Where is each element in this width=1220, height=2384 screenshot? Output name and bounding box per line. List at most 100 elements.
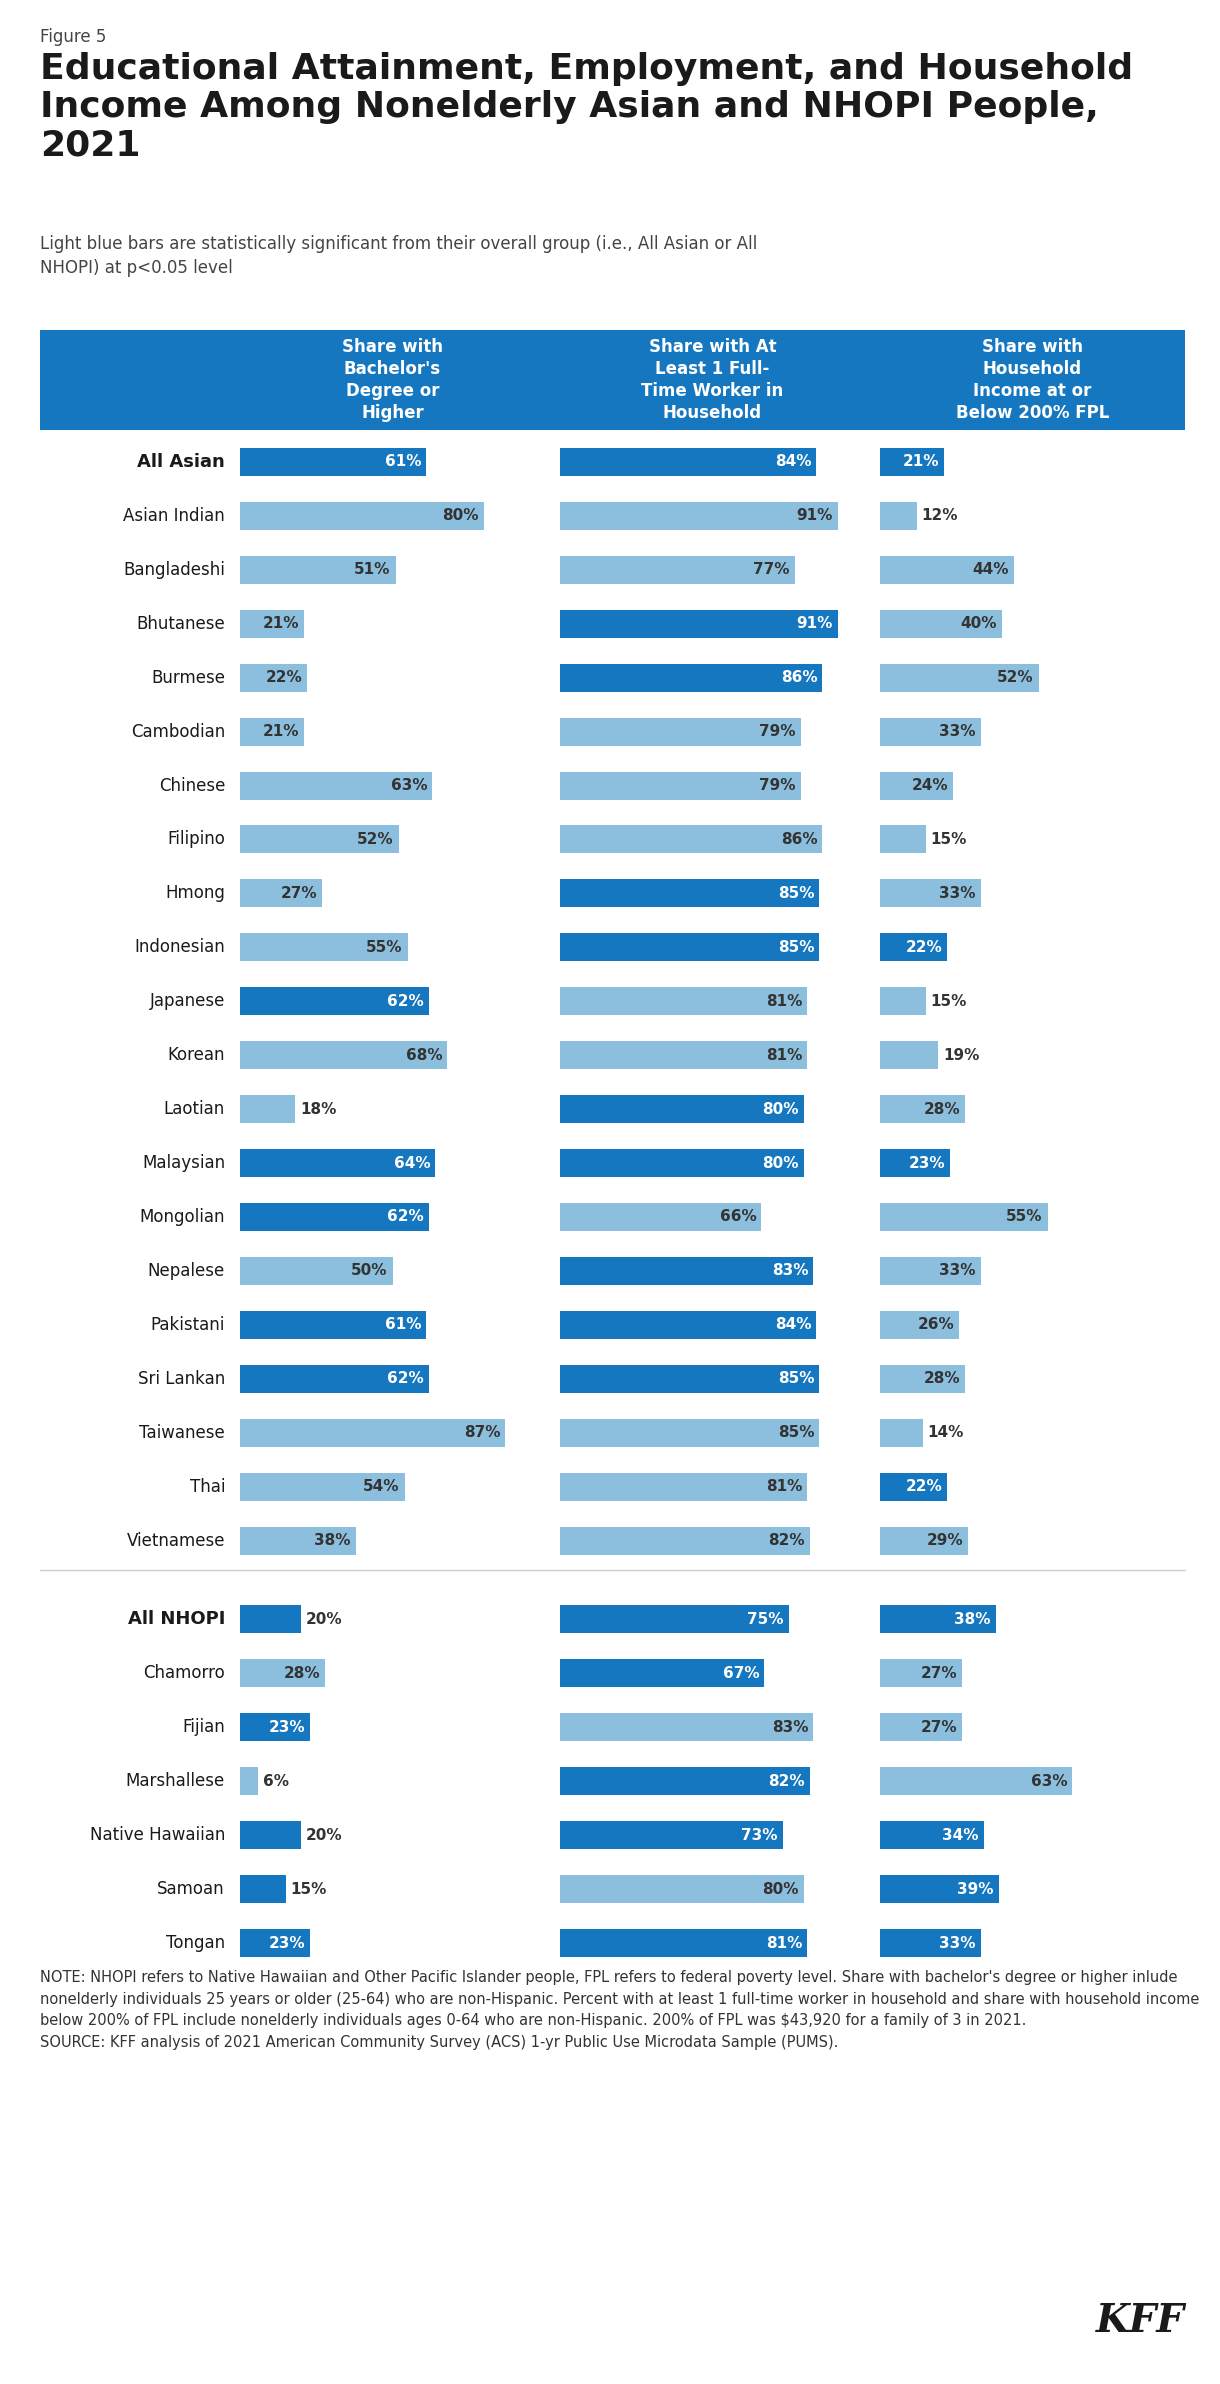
Text: 23%: 23%	[268, 1936, 305, 1950]
Bar	[560, 718, 802, 746]
Bar	[880, 1821, 983, 1850]
Bar	[880, 503, 916, 529]
Text: 84%: 84%	[775, 1318, 811, 1333]
Bar	[240, 825, 399, 853]
Text: 52%: 52%	[357, 832, 394, 846]
Bar	[560, 503, 838, 529]
Text: 80%: 80%	[762, 1101, 799, 1116]
Text: Nepalese: Nepalese	[148, 1261, 224, 1280]
Text: 22%: 22%	[905, 939, 942, 956]
Bar	[880, 1149, 950, 1178]
Text: 20%: 20%	[306, 1829, 343, 1843]
Bar	[880, 1767, 1072, 1795]
Text: 21%: 21%	[262, 725, 299, 739]
Bar	[560, 1418, 820, 1447]
Text: 38%: 38%	[954, 1612, 991, 1626]
Bar	[240, 1094, 295, 1123]
Bar	[240, 1473, 405, 1500]
Text: 84%: 84%	[775, 455, 811, 470]
Text: 85%: 85%	[778, 887, 814, 901]
Bar	[240, 1256, 393, 1285]
Bar	[240, 1418, 505, 1447]
Bar	[560, 610, 838, 639]
Bar	[880, 1204, 1048, 1230]
Bar	[560, 1876, 804, 1902]
Text: 12%: 12%	[921, 508, 958, 524]
Bar	[880, 932, 947, 961]
Text: Native Hawaiian: Native Hawaiian	[89, 1826, 224, 1845]
Bar	[560, 555, 795, 584]
Text: All NHOPI: All NHOPI	[128, 1612, 224, 1628]
Bar	[880, 1094, 965, 1123]
Bar	[240, 503, 484, 529]
Bar	[560, 1364, 820, 1392]
Text: 15%: 15%	[931, 994, 967, 1008]
Text: All Asian: All Asian	[137, 453, 224, 472]
Text: 82%: 82%	[769, 1774, 805, 1788]
Bar	[880, 1418, 922, 1447]
Text: Figure 5: Figure 5	[40, 29, 106, 45]
Bar	[560, 1929, 808, 1957]
Text: 28%: 28%	[924, 1371, 960, 1385]
Text: 21%: 21%	[262, 615, 299, 632]
Text: Korean: Korean	[167, 1047, 224, 1063]
Bar	[560, 880, 820, 908]
Text: 63%: 63%	[1031, 1774, 1068, 1788]
Text: 81%: 81%	[766, 1936, 802, 1950]
Text: Burmese: Burmese	[151, 668, 224, 687]
Bar	[560, 1204, 761, 1230]
Bar	[560, 987, 808, 1016]
Text: Cambodian: Cambodian	[131, 722, 224, 741]
Text: Chamorro: Chamorro	[143, 1664, 224, 1683]
Bar	[240, 610, 304, 639]
Text: 83%: 83%	[771, 1264, 808, 1278]
Text: 79%: 79%	[759, 777, 795, 794]
Text: 20%: 20%	[306, 1612, 343, 1626]
Text: 33%: 33%	[939, 887, 976, 901]
Bar	[560, 663, 822, 691]
Bar	[880, 1929, 981, 1957]
Bar	[880, 1311, 959, 1340]
Bar	[880, 1714, 963, 1740]
Text: 50%: 50%	[351, 1264, 388, 1278]
Bar	[880, 663, 1038, 691]
Bar	[240, 1659, 326, 1688]
Text: 91%: 91%	[797, 508, 832, 524]
Bar	[560, 772, 802, 799]
Bar	[240, 1929, 310, 1957]
Text: 81%: 81%	[766, 1478, 802, 1495]
Bar	[240, 1821, 301, 1850]
Text: Educational Attainment, Employment, and Household
Income Among Nonelderly Asian : Educational Attainment, Employment, and …	[40, 52, 1133, 162]
Text: 22%: 22%	[905, 1478, 942, 1495]
Text: 28%: 28%	[284, 1666, 321, 1681]
Bar	[240, 448, 426, 477]
Text: 33%: 33%	[939, 1264, 976, 1278]
Text: Thai: Thai	[189, 1478, 224, 1495]
Text: 83%: 83%	[771, 1719, 808, 1736]
Text: 79%: 79%	[759, 725, 795, 739]
Text: 24%: 24%	[911, 777, 948, 794]
Text: 62%: 62%	[388, 1371, 425, 1385]
Bar	[880, 987, 926, 1016]
Bar	[880, 1876, 999, 1902]
Text: 27%: 27%	[281, 887, 317, 901]
Text: 40%: 40%	[960, 615, 997, 632]
Bar	[880, 610, 1002, 639]
Text: Malaysian: Malaysian	[142, 1154, 224, 1173]
Bar	[240, 880, 322, 908]
Bar	[240, 1604, 301, 1633]
Text: Filipino: Filipino	[167, 830, 224, 849]
Bar	[880, 555, 1014, 584]
Bar	[880, 772, 953, 799]
Bar	[240, 663, 307, 691]
Text: Share with
Household
Income at or
Below 200% FPL: Share with Household Income at or Below …	[955, 339, 1109, 422]
Text: 44%: 44%	[972, 563, 1009, 577]
Text: 27%: 27%	[921, 1719, 958, 1736]
Bar	[560, 1714, 814, 1740]
Text: 33%: 33%	[939, 1936, 976, 1950]
Bar	[240, 772, 432, 799]
Text: 62%: 62%	[388, 994, 425, 1008]
Bar	[240, 1311, 426, 1340]
Text: 23%: 23%	[909, 1156, 946, 1171]
Bar	[240, 987, 429, 1016]
